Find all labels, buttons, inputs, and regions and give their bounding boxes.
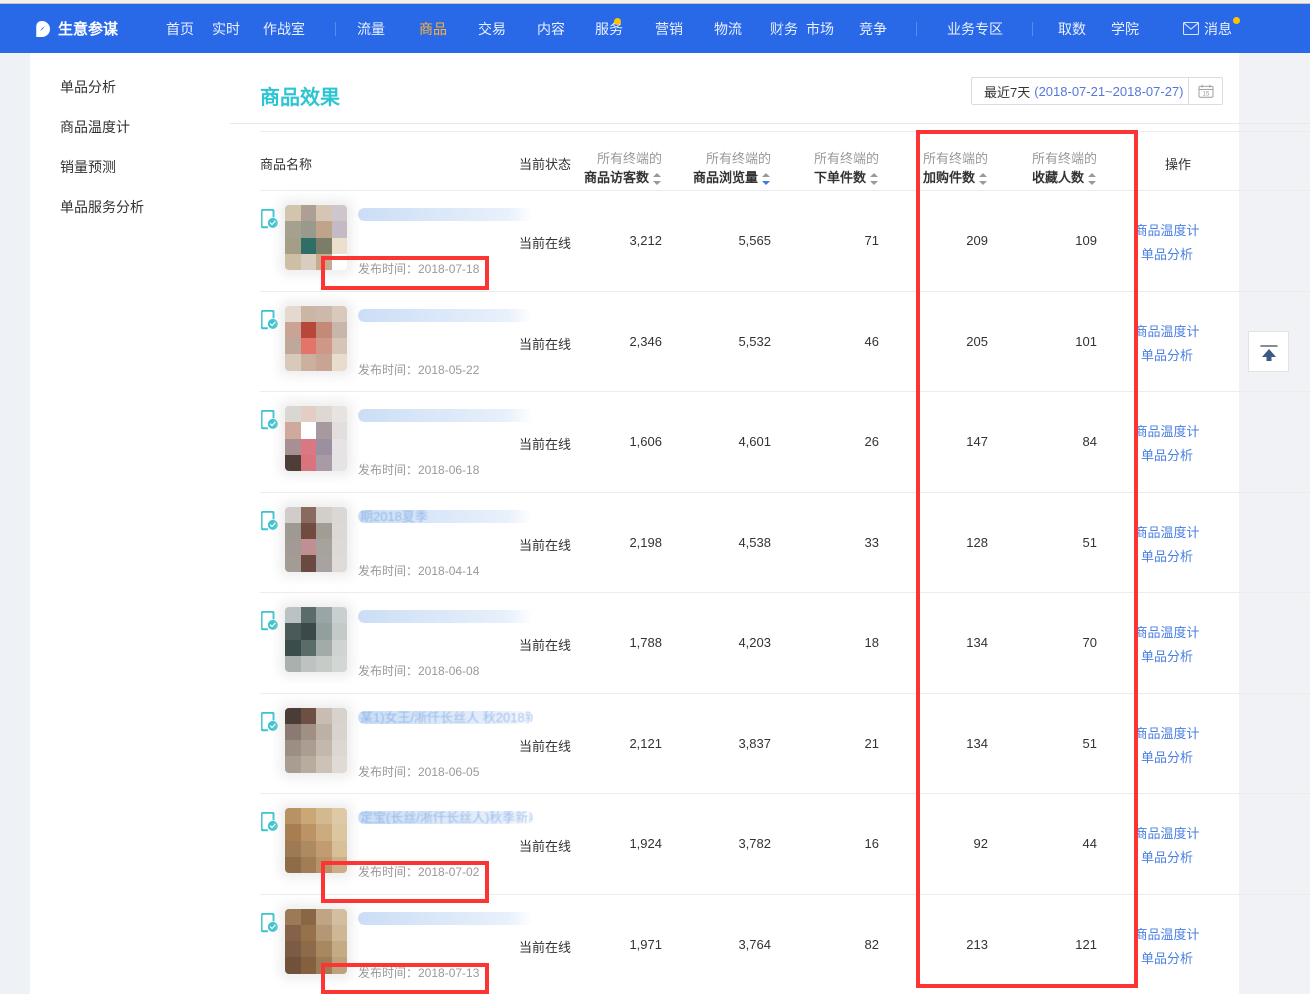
svg-text:15: 15 <box>1202 90 1209 97</box>
